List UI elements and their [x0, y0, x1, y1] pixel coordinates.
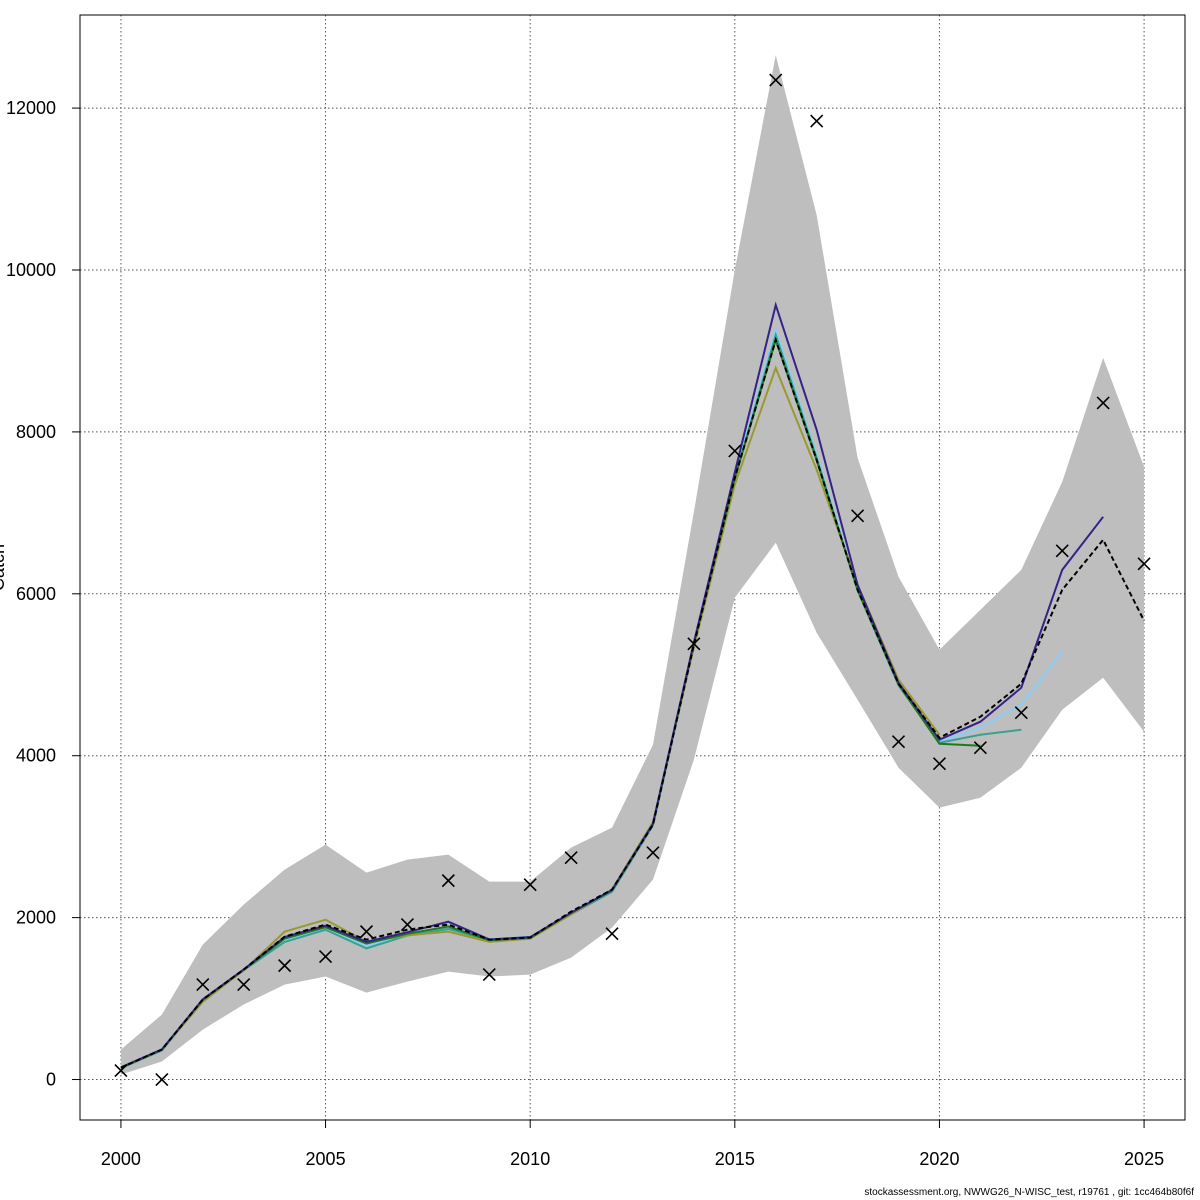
observation: [891, 735, 906, 749]
observation: [400, 918, 414, 932]
observation: [769, 73, 783, 87]
observation: [932, 757, 947, 771]
plot-frame: [79, 14, 1186, 1121]
y-tick-label: 6000: [16, 584, 56, 604]
footer: stockassessment.org, NWWG26_N-WISC_test,…: [864, 1187, 1194, 1198]
x-tick-label: 2000: [101, 1149, 141, 1169]
y-tick-label: 12000: [6, 98, 56, 118]
y-tick-label: 0: [46, 1070, 56, 1090]
x-tick-label: 2025: [1124, 1149, 1164, 1169]
confidence-band: [120, 55, 1145, 1075]
x-tick-label: 2020: [919, 1149, 959, 1169]
x-tick-label: 2010: [510, 1149, 550, 1169]
y-tick-label: 2000: [16, 908, 56, 928]
observation: [646, 846, 660, 860]
observation: [1096, 396, 1110, 410]
observation: [237, 978, 251, 992]
observation: [1055, 544, 1069, 558]
observation: [605, 927, 619, 941]
y-axis-label: Catch: [0, 544, 8, 591]
observation: [114, 1063, 128, 1078]
observation: [1014, 706, 1028, 720]
y-tick-label: 8000: [16, 422, 56, 442]
observation: [359, 925, 374, 939]
observation: [564, 851, 578, 865]
observation: [155, 1072, 169, 1087]
observation: [1137, 557, 1151, 571]
observation: [441, 874, 455, 888]
x-tick-label: 2005: [306, 1149, 346, 1169]
observation: [810, 114, 824, 128]
observation: [728, 444, 742, 458]
y-tick-label: 10000: [6, 260, 56, 280]
observation: [196, 978, 210, 992]
observation: [851, 509, 865, 523]
observation: [482, 968, 496, 982]
observation: [687, 637, 701, 651]
x-axis-label: Year: [624, 1198, 660, 1200]
observation: [318, 949, 333, 964]
observation: [278, 959, 292, 973]
observation: [523, 878, 537, 892]
x-tick-label: 2015: [715, 1149, 755, 1169]
observation: [973, 741, 987, 755]
y-tick-label: 4000: [16, 746, 56, 766]
series-line: [120, 336, 1145, 1069]
